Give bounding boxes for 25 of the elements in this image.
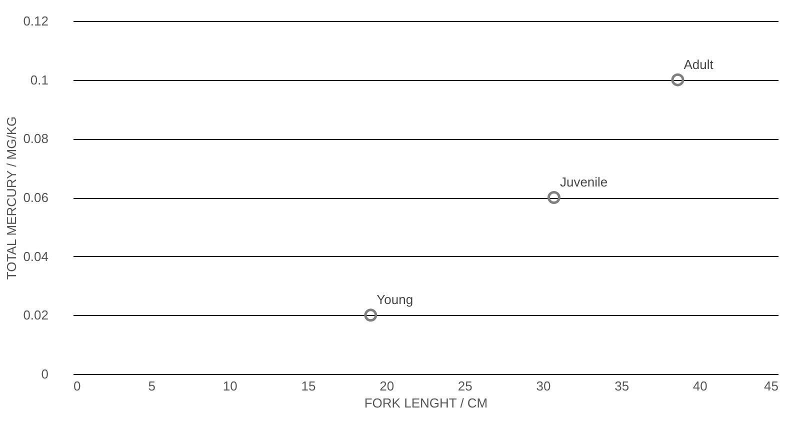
annotation: Juvenile: [560, 174, 608, 190]
y-tick-label: 0: [41, 366, 48, 382]
x-tick-label: 10: [222, 378, 238, 394]
y-tick-label: 0.06: [23, 190, 48, 205]
x-tick-label: 40: [692, 378, 708, 394]
y-tick-label: 0.08: [23, 131, 48, 146]
x-tick-label: 25: [458, 378, 472, 394]
point: [671, 73, 684, 86]
x-tick-label: 45: [764, 378, 778, 394]
annotation: Young: [376, 292, 414, 308]
y-tick-label: 0.1: [30, 72, 48, 88]
x-tick-label: 35: [614, 378, 630, 394]
x-axis-title: FORK LENGHT / CM: [364, 396, 488, 410]
y-tick-label: 0.02: [23, 308, 48, 323]
x-tick-label: 20: [380, 378, 394, 394]
x-tick-label: 15: [301, 378, 316, 394]
y-tick-label: 0.12: [23, 14, 48, 28]
y-tick-label: 0.04: [23, 248, 48, 264]
x-tick-label: 0: [74, 378, 81, 394]
point: [547, 191, 560, 204]
annotation: Adult: [684, 56, 714, 72]
x-tick-label: 5: [148, 378, 156, 394]
point: [364, 308, 378, 322]
y-axis-title: TOTAL MERCURY / MG/KG: [4, 116, 20, 280]
x-tick-label: 30: [536, 378, 551, 394]
